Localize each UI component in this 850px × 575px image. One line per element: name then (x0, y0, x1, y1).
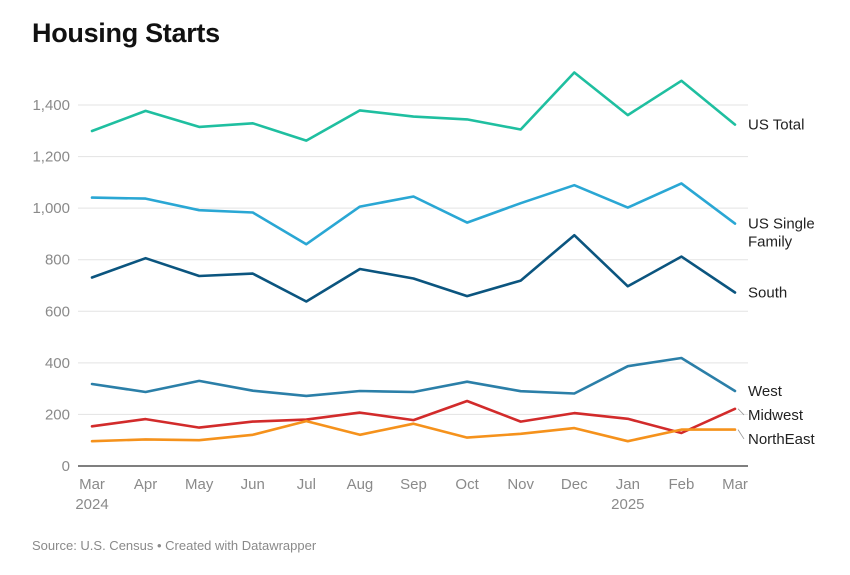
y-tick-label: 1,400 (32, 97, 70, 114)
x-tick-label: Jun (241, 476, 265, 493)
series-label-text: US Total (748, 117, 804, 134)
x-axis-ticks: Mar 2024 Apr May Jun Jul Aug Sep Oct Nov Dec Jan 202… (75, 476, 748, 513)
series-label-text: NorthEast (748, 431, 816, 448)
label-leader-line (737, 429, 745, 440)
series-label-us-total: US Total (748, 117, 804, 134)
series-label-text: US Single (748, 216, 815, 233)
series-lines (90, 71, 737, 443)
x-tick-label: Jul (297, 476, 316, 493)
x-tick-year-label: 2024 (75, 496, 108, 513)
y-tick-label: 600 (45, 303, 70, 320)
series-label-midwest: Midwest (737, 407, 804, 424)
y-tick-label: 1,200 (32, 149, 70, 166)
x-tick-label: Aug (347, 476, 374, 493)
series-label-south: South (748, 284, 787, 301)
y-tick-label: 1,000 (32, 200, 70, 217)
x-tick-label: Apr (134, 476, 157, 493)
y-tick-label: 0 (62, 458, 70, 475)
x-tick-label: Dec (561, 476, 588, 493)
x-tick-label: Mar (79, 476, 105, 493)
x-tick-label: Jan (616, 476, 640, 493)
x-tick-year-label: 2025 (611, 496, 644, 513)
x-tick-label: Oct (455, 476, 479, 493)
series-line-us-single-family (90, 182, 737, 246)
y-tick-label: 400 (45, 355, 70, 372)
x-tick-label: Sep (400, 476, 427, 493)
series-line-us-total (90, 71, 737, 142)
source-note: Source: U.S. Census • Created with Dataw… (32, 538, 317, 553)
x-tick-label: May (185, 476, 214, 493)
series-line-northeast (90, 419, 737, 443)
series-label-west: West (748, 383, 783, 400)
x-tick-label: Feb (668, 476, 694, 493)
series-label-northeast: NorthEast (737, 429, 816, 448)
y-axis-ticks: 0 200 400 600 800 1,000 1,200 1,400 (32, 97, 70, 475)
series-label-text: Family (748, 234, 793, 251)
y-tick-label: 800 (45, 252, 70, 269)
chart-title: Housing Starts (32, 18, 220, 48)
series-line-midwest (90, 399, 737, 435)
series-label-text: South (748, 284, 787, 301)
x-tick-label: Nov (507, 476, 534, 493)
label-leader-line (737, 408, 745, 416)
series-label-text: West (748, 383, 783, 400)
gridlines (78, 104, 748, 467)
y-tick-label: 200 (45, 406, 70, 423)
series-line-south (90, 233, 737, 303)
x-tick-label: Mar (722, 476, 748, 493)
series-line-west (90, 356, 737, 398)
series-label-text: Midwest (748, 407, 804, 424)
